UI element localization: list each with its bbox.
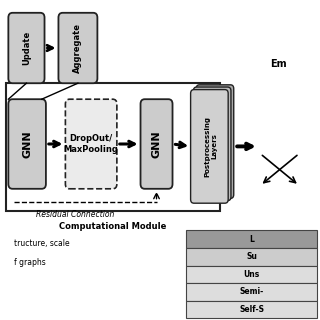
Bar xyxy=(187,301,317,318)
Text: GNN: GNN xyxy=(22,130,32,158)
Text: Su: Su xyxy=(246,252,257,261)
Text: DropOut/
MaxPooling: DropOut/ MaxPooling xyxy=(64,134,119,154)
Text: f graphs: f graphs xyxy=(14,258,46,267)
Text: Aggregate: Aggregate xyxy=(73,23,83,73)
FancyBboxPatch shape xyxy=(65,99,117,189)
Text: Semi-: Semi- xyxy=(240,287,264,297)
Text: L: L xyxy=(249,235,254,244)
Text: Em: Em xyxy=(270,59,286,69)
FancyBboxPatch shape xyxy=(191,90,228,203)
Bar xyxy=(5,83,220,211)
FancyBboxPatch shape xyxy=(8,99,46,189)
Text: Uns: Uns xyxy=(244,270,260,279)
FancyBboxPatch shape xyxy=(196,85,234,198)
Bar xyxy=(187,283,317,301)
FancyBboxPatch shape xyxy=(8,13,44,83)
Text: GNN: GNN xyxy=(152,130,162,158)
FancyBboxPatch shape xyxy=(59,13,97,83)
Bar xyxy=(187,266,317,283)
Text: Postprocessing
Layers: Postprocessing Layers xyxy=(204,116,217,177)
Text: Update: Update xyxy=(22,31,31,65)
Text: Computational Module: Computational Module xyxy=(59,222,166,231)
FancyBboxPatch shape xyxy=(140,99,172,189)
Bar xyxy=(187,248,317,266)
Text: Self-S: Self-S xyxy=(239,305,264,314)
Text: tructure, scale: tructure, scale xyxy=(14,239,69,248)
Bar xyxy=(187,230,317,248)
FancyBboxPatch shape xyxy=(193,87,231,201)
Text: Residual Connection: Residual Connection xyxy=(36,210,114,219)
